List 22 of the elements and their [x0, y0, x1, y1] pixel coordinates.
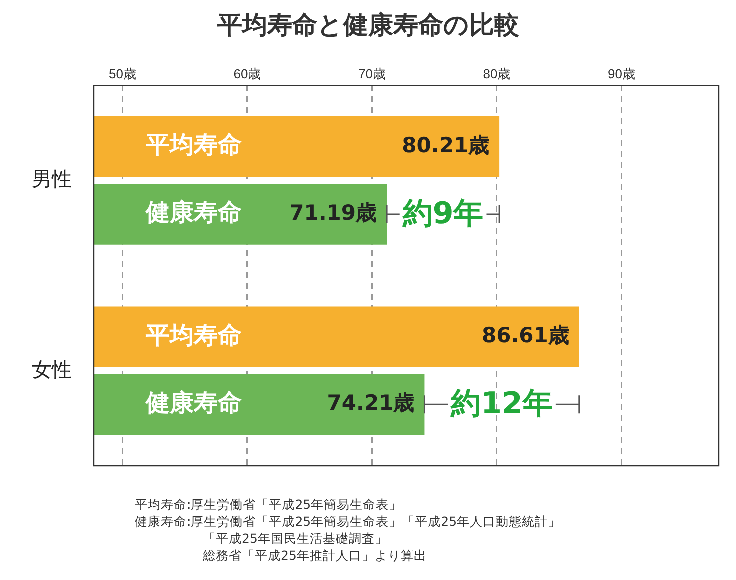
- text: 平均寿命:厚生労働省「平成25年簡易生命表」: [135, 496, 404, 513]
- x-tick-label: 60歳: [234, 66, 262, 82]
- y-tick-label: 女性: [32, 359, 72, 382]
- x-tick-label: 50歳: [108, 66, 136, 82]
- y-tick-label: 男性: [32, 169, 72, 192]
- annotation: 約9年: [402, 196, 484, 232]
- series-label: 平均寿命: [145, 131, 242, 160]
- x-tick-label: 90歳: [608, 66, 636, 82]
- x-tick-label: 80歳: [483, 66, 511, 82]
- annotation: 約12年: [450, 386, 553, 422]
- text: 「平成25年国民生活基礎調査」: [202, 530, 389, 547]
- text: 総務省「平成25年推計人口」より算出: [202, 547, 428, 564]
- data-label: 74.21歳: [327, 391, 415, 416]
- chart-title: 平均寿命と健康寿命の比較: [216, 10, 520, 40]
- data-label: 80.21歳: [402, 133, 490, 158]
- series-label: 健康寿命: [145, 198, 242, 227]
- text: 平均寿命: [146, 321, 242, 350]
- text: 健康寿命:厚生労働省「平成25年簡易生命表」「平成25年人口動態統計」: [135, 513, 562, 530]
- x-tick-label: 70歳: [358, 66, 386, 82]
- text: 健康寿命: [146, 388, 242, 417]
- data-label: 71.19歳: [290, 200, 378, 225]
- data-label: 86.61歳: [482, 324, 570, 348]
